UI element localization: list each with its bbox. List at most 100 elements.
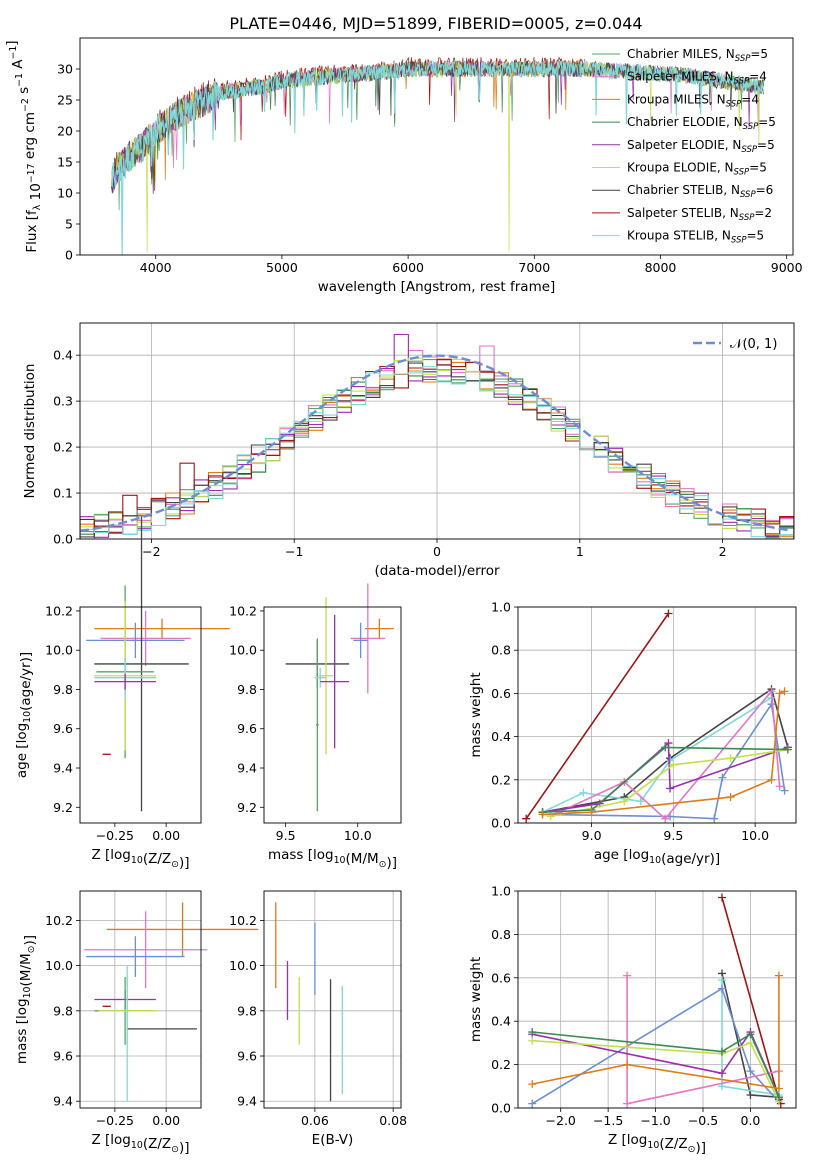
y-tick-label: 10 bbox=[57, 186, 73, 201]
legend-entry: Salpeter MILES, NSSP=4 bbox=[627, 70, 767, 87]
y-tick-label: 9.6 bbox=[53, 721, 73, 736]
y-tick-label: 0.1 bbox=[53, 486, 73, 501]
x-axis-label: (data-model)/error bbox=[374, 563, 500, 579]
axes-frame bbox=[79, 606, 202, 824]
x-tick-label: −0.25 bbox=[96, 1113, 134, 1128]
data-point bbox=[669, 760, 678, 769]
x-tick-label: 8000 bbox=[645, 260, 677, 275]
x-tick-label: −0.5 bbox=[688, 1113, 718, 1128]
data-point bbox=[780, 687, 789, 696]
y-tick-label: 9.8 bbox=[237, 682, 257, 697]
x-tick-label: 4000 bbox=[140, 260, 172, 275]
x-tick-label: 10.0 bbox=[344, 828, 372, 843]
data-point bbox=[664, 609, 673, 618]
y-tick-label: 20 bbox=[57, 124, 73, 139]
legend-entry: Salpeter STELIB, NSSP=2 bbox=[627, 206, 772, 223]
series-line-chabrier_elodie bbox=[532, 1031, 780, 1098]
legend-entry: Kroupa MILES, NSSP=4 bbox=[627, 92, 759, 109]
y-tick-label: 9.2 bbox=[237, 800, 257, 815]
data-point bbox=[620, 797, 629, 806]
axes-frame bbox=[517, 890, 797, 1109]
x-tick-label: 0.00 bbox=[152, 1113, 180, 1128]
y-tick-label: 0.8 bbox=[491, 927, 511, 942]
data-point bbox=[775, 782, 784, 791]
x-tick-label: −1.0 bbox=[640, 1113, 670, 1128]
y-tick-label: 10.2 bbox=[45, 913, 73, 928]
data-point bbox=[774, 1093, 783, 1102]
age-vs-z-panel: −0.25 0.00 9.2 9.4 9.6 9.8 10.0 10.2 Z [log10(Z/… bbox=[14, 516, 230, 871]
axes-frame bbox=[263, 890, 402, 1109]
series-line-kroupa_miles bbox=[532, 975, 780, 1090]
data-point bbox=[717, 984, 726, 993]
data-point bbox=[587, 808, 596, 817]
y-tick-label: 0.4 bbox=[53, 348, 73, 363]
data-point bbox=[767, 700, 776, 709]
x-axis-label: Z [log10(Z/Z⊙)] bbox=[91, 847, 189, 871]
series-line-kroupa_elodie bbox=[532, 1039, 780, 1102]
x-tick-label: −2 bbox=[142, 544, 160, 559]
x-tick-label: 10.0 bbox=[741, 828, 769, 843]
data-point bbox=[710, 814, 719, 823]
data-point bbox=[666, 756, 675, 765]
y-tick-label: 0.2 bbox=[491, 1057, 511, 1072]
figure-title: PLATE=0446, MJD=51899, FIBERID=0005, z=0… bbox=[229, 14, 642, 33]
x-tick-label: 0.08 bbox=[379, 1113, 407, 1128]
spectrum-panel: 4000 5000 6000 7000 8000 9000 0 5 10 15 20 25 30 wave… bbox=[4, 37, 803, 295]
data-point bbox=[528, 1099, 537, 1108]
data-point bbox=[746, 1090, 755, 1099]
y-tick-label: 9.6 bbox=[237, 1049, 257, 1064]
y-axis-label: age [log10(age/yr)] bbox=[14, 652, 34, 778]
massweight-vs-z-panel: −2.0 −1.5 −1.0 −0.5 0.0 0.0 0.2 0.4 0.6 0.8 1.0 Z [… bbox=[468, 884, 797, 1156]
y-tick-label: 10.2 bbox=[45, 603, 73, 618]
y-tick-label: 0.0 bbox=[491, 1101, 511, 1116]
y-tick-label: 9.4 bbox=[237, 761, 257, 776]
x-tick-label: 9.5 bbox=[276, 828, 296, 843]
data-point bbox=[767, 687, 776, 696]
y-tick-label: 10.0 bbox=[45, 643, 73, 658]
data-point bbox=[661, 814, 670, 823]
data-point bbox=[717, 975, 726, 984]
x-tick-label: 9000 bbox=[771, 260, 803, 275]
massweight-vs-age-panel: 9.0 9.5 10.0 0.0 0.2 0.4 0.6 0.8 1.0 age [log10(a… bbox=[468, 600, 797, 867]
data-point bbox=[783, 745, 792, 754]
y-tick-label: 0.2 bbox=[491, 772, 511, 787]
data-point bbox=[746, 1030, 755, 1039]
y-tick-label: 15 bbox=[57, 155, 73, 170]
y-tick-label: 9.2 bbox=[53, 800, 73, 815]
y-tick-label: 9.4 bbox=[53, 1094, 73, 1109]
y-tick-label: 30 bbox=[57, 62, 73, 77]
data-point bbox=[775, 689, 784, 698]
data-point bbox=[718, 773, 727, 782]
x-axis-label: Z [log10(Z/Z⊙)] bbox=[608, 1132, 706, 1156]
y-axis-label: Flux [fλ 10−17 erg cm−2 s−1 A−1] bbox=[4, 40, 44, 252]
data-point bbox=[623, 1099, 632, 1108]
data-point bbox=[746, 1067, 755, 1076]
axes-frame bbox=[517, 606, 797, 824]
x-axis-label: wavelength [Angstrom, rest frame] bbox=[318, 279, 556, 295]
data-point bbox=[666, 784, 675, 793]
data-point bbox=[623, 1060, 632, 1069]
y-tick-label: 0.4 bbox=[491, 1014, 511, 1029]
data-point bbox=[717, 893, 726, 902]
y-tick-label: 9.8 bbox=[53, 682, 73, 697]
y-tick-label: 1.0 bbox=[491, 884, 511, 899]
y-tick-label: 9.8 bbox=[53, 1003, 73, 1018]
axes-frame bbox=[263, 606, 402, 824]
data-point bbox=[579, 788, 588, 797]
data-point bbox=[664, 739, 673, 748]
data-point bbox=[636, 797, 645, 806]
histogram-kroupa_stelib bbox=[80, 366, 794, 539]
y-axis-label: mass weight bbox=[468, 672, 484, 757]
axes-frame bbox=[79, 37, 794, 256]
series-line-salpeter_stelib bbox=[525, 613, 670, 820]
data-point bbox=[538, 810, 547, 819]
y-tick-label: 9.6 bbox=[53, 1049, 73, 1064]
x-tick-label: 7000 bbox=[518, 260, 550, 275]
legend-entry: 𝒩(0, 1) bbox=[730, 337, 777, 352]
x-tick-label: −1 bbox=[285, 544, 303, 559]
y-tick-label: 10.0 bbox=[45, 958, 73, 973]
x-axis-label: mass [log10(M/M⊙)] bbox=[268, 847, 397, 871]
y-tick-label: 0.6 bbox=[491, 970, 511, 985]
y-tick-label: 0.4 bbox=[491, 729, 511, 744]
x-tick-label: 6000 bbox=[392, 260, 424, 275]
